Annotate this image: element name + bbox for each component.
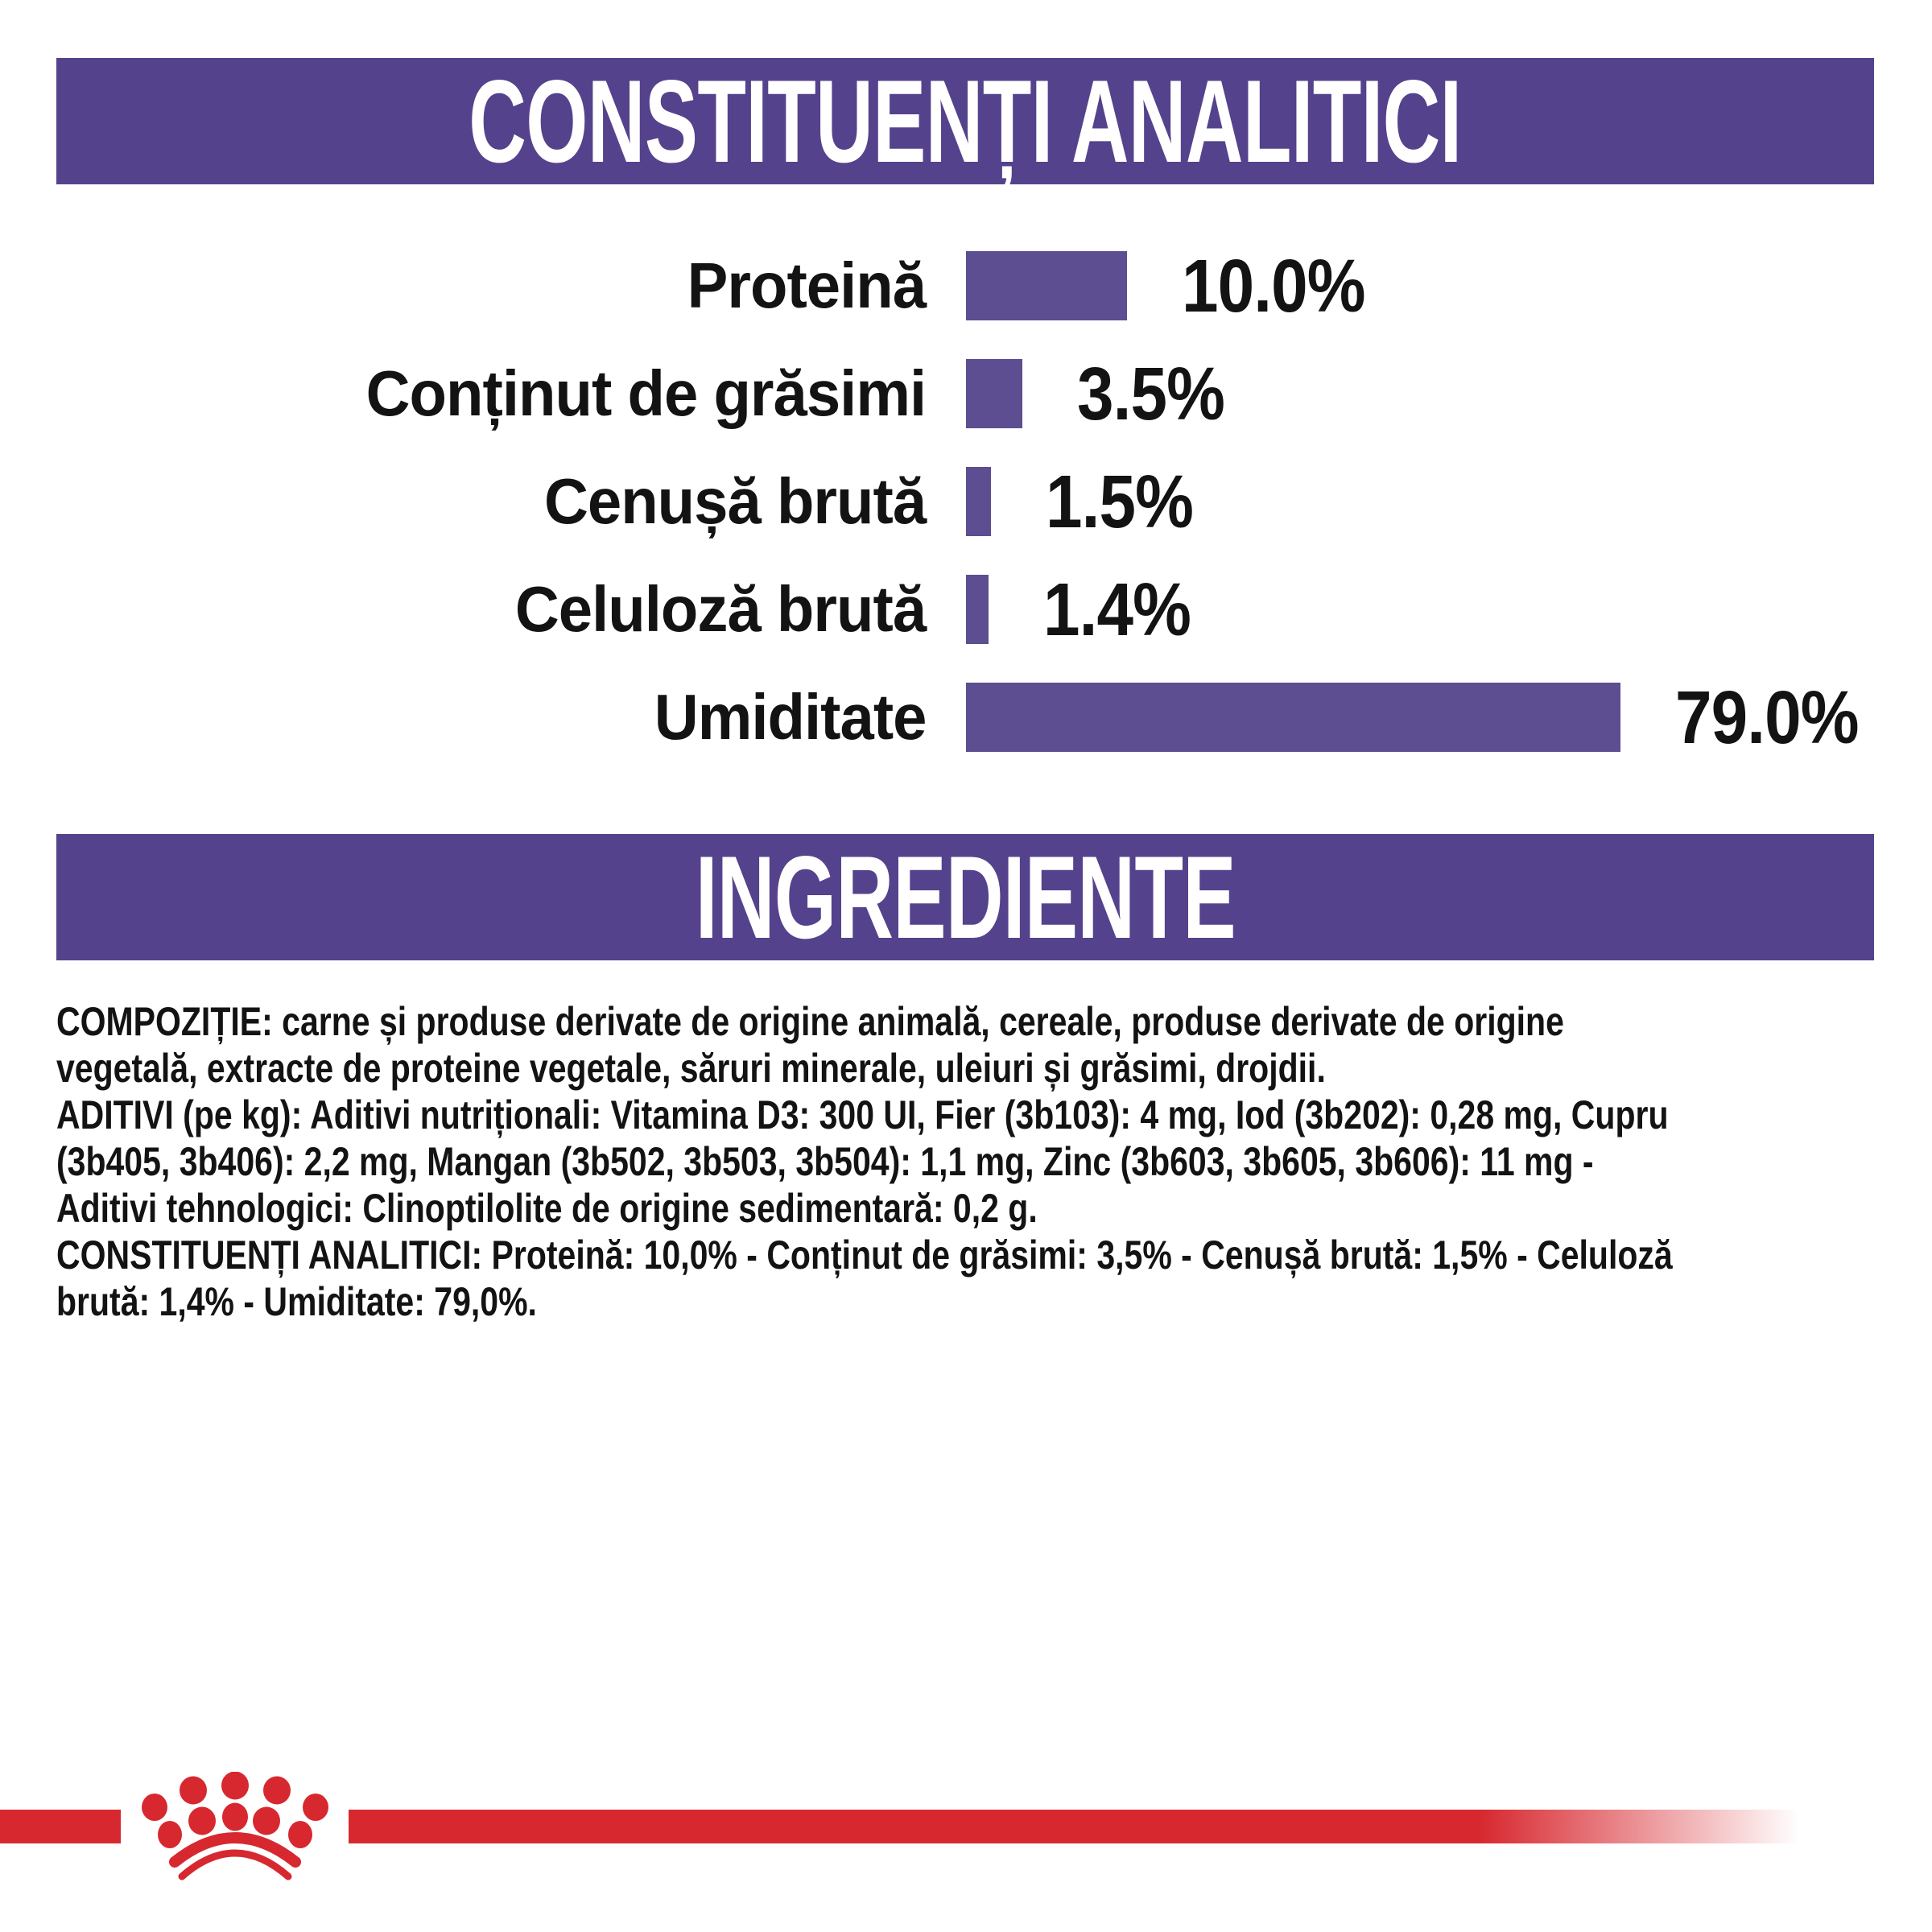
bar-crude-fibre [966,575,989,644]
chart-row: Cenușă brută 1.5% [0,460,1932,543]
chart-row-label: Proteină [687,250,927,321]
chart-row-label: Conținut de grăsimi [365,357,926,429]
chart-row: Conținut de grăsimi 3.5% [0,352,1932,436]
chart-row: Proteină 10.0% [0,244,1932,328]
bar-value: 1.4% [1043,567,1191,651]
chart-row: Celuloză brută 1.4% [0,568,1932,651]
chart-row-label: Celuloză brută [514,573,927,645]
chart-row: Umiditate 79.0% [0,675,1932,759]
composition-text: COMPOZIȚIE: carne și produse derivate de… [56,999,1673,1324]
analytical-constituents-title: CONSTITUENȚI ANALITICI [469,56,1462,187]
bar-value: 1.5% [1046,459,1194,543]
bar-crude-ash [966,467,991,536]
ingredients-banner: INGREDIENTE [56,834,1874,960]
brand-stripe-left [0,1810,121,1843]
composition-text-block: COMPOZIȚIE: carne și produse derivate de… [56,998,1908,1325]
chart-row-label: Umiditate [654,681,927,753]
bar-value: 10.0% [1182,243,1366,328]
bar-moisture [966,683,1620,752]
bar-value: 3.5% [1077,351,1225,436]
brand-stripe-right [349,1810,1799,1843]
royal-canin-crown-icon [142,1772,328,1880]
bar-protein [966,251,1127,320]
ingredients-title: INGREDIENTE [695,832,1236,963]
bar-fat-content [966,359,1022,428]
chart-row-label: Cenușă brută [543,465,927,537]
bar-value: 79.0% [1675,675,1860,759]
analytical-constituents-banner: CONSTITUENȚI ANALITICI [56,58,1874,184]
